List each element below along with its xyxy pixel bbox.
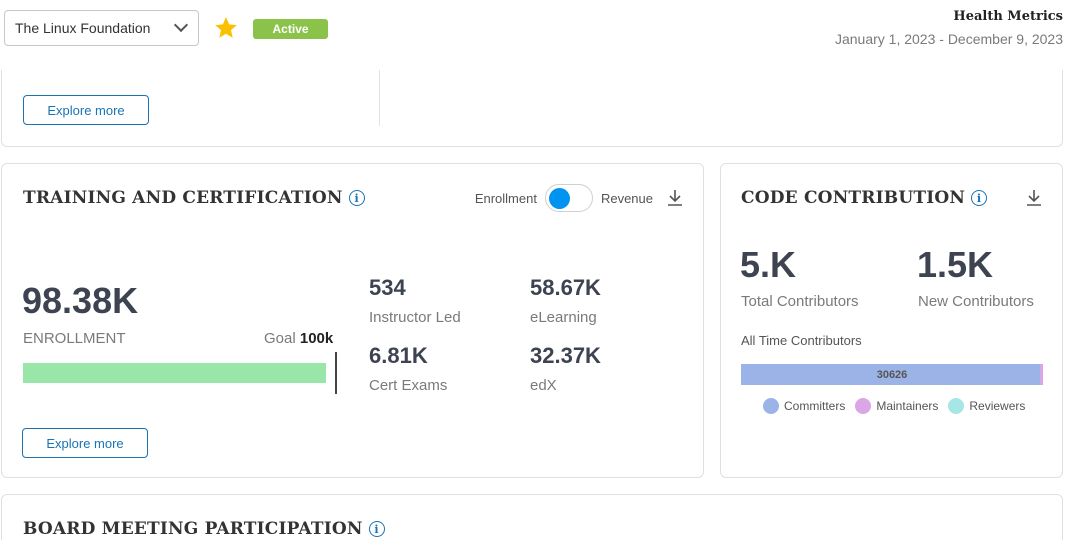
board-title: BOARD MEETING PARTICIPATION: [23, 519, 363, 539]
maintainers-segment: [1040, 364, 1043, 385]
toggle-revenue-label: Revenue: [600, 190, 653, 206]
stat-label: Cert Exams: [369, 377, 448, 394]
contributors-legend: Committers Maintainers Reviewers: [763, 398, 1025, 414]
chevron-down-icon: [173, 17, 189, 33]
stat-value: 32.37K: [530, 343, 601, 368]
info-icon[interactable]: i: [971, 190, 988, 206]
overview-card: Explore more: [1, 70, 1063, 147]
organization-select[interactable]: The Linux Foundation: [4, 10, 199, 46]
explore-more-button[interactable]: Explore more: [23, 95, 149, 125]
stat-label: eLearning: [530, 309, 597, 326]
enrollment-progress-fill: [23, 363, 326, 383]
organization-select-value: The Linux Foundation: [15, 20, 151, 36]
enrollment-progress-bar: [23, 363, 331, 383]
toggle-enrollment-label: Enrollment: [474, 190, 537, 206]
download-icon[interactable]: [1026, 189, 1042, 207]
legend-item[interactable]: Maintainers: [855, 398, 938, 414]
enrollment-revenue-toggle[interactable]: [544, 184, 593, 212]
stat-value: 58.67K: [530, 275, 601, 300]
goal-label: Goal: [264, 330, 296, 347]
goal-text: Goal 100k: [264, 330, 333, 347]
stat-value: 534: [369, 275, 406, 300]
all-time-contributors-bar[interactable]: 30626: [741, 364, 1043, 385]
code-title-row: CODE CONTRIBUTION i: [741, 188, 988, 208]
training-title: TRAINING AND CERTIFICATION: [23, 188, 343, 208]
date-range[interactable]: January 1, 2023 - December 9, 2023: [834, 31, 1063, 47]
enrollment-label: ENROLLMENT: [23, 330, 126, 347]
training-certification-card: TRAINING AND CERTIFICATION i Enrollment …: [1, 163, 704, 478]
legend-label: Maintainers: [876, 399, 939, 413]
legend-dot: [948, 398, 965, 414]
legend-item[interactable]: Committers: [763, 398, 845, 414]
legend-dot: [763, 398, 779, 414]
stat-label: edX: [530, 377, 557, 394]
status-badge: Active: [253, 19, 328, 39]
stat-label: Instructor Led: [369, 309, 461, 326]
star-icon[interactable]: [213, 15, 239, 41]
info-icon[interactable]: i: [368, 521, 385, 537]
enrollment-revenue-toggle-group: Enrollment Revenue: [475, 184, 653, 212]
goal-value: 100k: [299, 330, 334, 347]
stat-value: 6.81K: [369, 343, 428, 368]
card-divider: [379, 70, 380, 126]
contributors-bar-value: 30626: [876, 368, 908, 381]
code-title: CODE CONTRIBUTION: [741, 188, 966, 208]
download-icon[interactable]: [667, 189, 683, 207]
training-title-row: TRAINING AND CERTIFICATION i: [23, 188, 365, 208]
total-contributors-value: 5.K: [740, 244, 797, 285]
board-meeting-card: BOARD MEETING PARTICIPATION i: [1, 494, 1063, 540]
new-contributors-value: 1.5K: [917, 244, 994, 285]
new-contributors-label: New Contributors: [918, 293, 1034, 310]
board-title-row: BOARD MEETING PARTICIPATION i: [23, 519, 385, 539]
enrollment-value: 98.38K: [22, 280, 139, 321]
goal-marker: [335, 352, 337, 394]
info-icon[interactable]: i: [348, 190, 365, 206]
health-metrics-title: Health Metrics: [953, 9, 1063, 24]
all-time-contributors-label: All Time Contributors: [741, 333, 862, 348]
explore-more-button[interactable]: Explore more: [22, 428, 148, 458]
total-contributors-label: Total Contributors: [741, 293, 859, 310]
legend-dot: [855, 398, 872, 414]
legend-label: Reviewers: [969, 399, 1026, 413]
code-contribution-card: CODE CONTRIBUTION i 5.K Total Contributo…: [720, 163, 1063, 478]
legend-label: Committers: [784, 399, 846, 413]
legend-item[interactable]: Reviewers: [948, 398, 1025, 414]
